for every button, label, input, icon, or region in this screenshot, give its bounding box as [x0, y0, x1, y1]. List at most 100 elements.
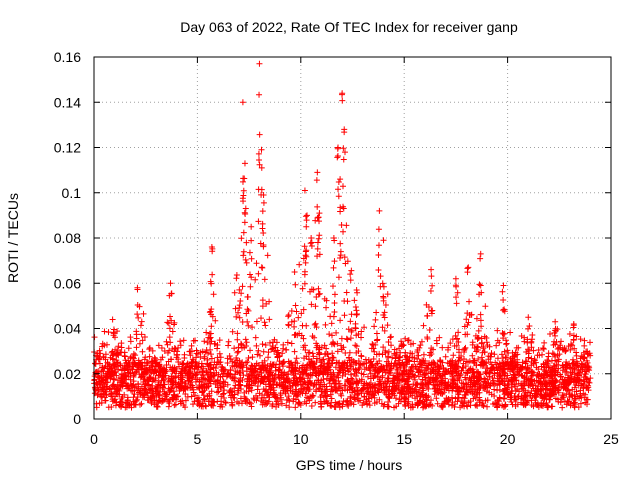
data-point	[248, 403, 255, 410]
data-point	[252, 334, 259, 341]
data-point	[376, 350, 383, 357]
data-point	[503, 354, 510, 361]
data-point	[521, 392, 528, 399]
data-point	[240, 248, 247, 255]
data-point	[412, 382, 419, 389]
data-point	[394, 374, 401, 381]
data-point	[587, 375, 594, 382]
data-point	[402, 398, 409, 405]
data-point	[327, 366, 334, 373]
data-point	[123, 376, 130, 383]
data-point	[193, 347, 200, 354]
data-point	[298, 310, 305, 317]
data-point	[313, 372, 320, 379]
data-point	[580, 390, 587, 397]
data-point	[570, 324, 577, 331]
data-point	[493, 361, 500, 368]
data-point	[115, 343, 122, 350]
data-point	[123, 360, 130, 367]
data-point	[165, 403, 172, 410]
data-point	[526, 347, 533, 354]
data-point	[188, 384, 195, 391]
data-point	[169, 328, 176, 335]
data-point	[152, 375, 159, 382]
data-point	[259, 341, 266, 348]
data-point	[415, 368, 422, 375]
data-point	[111, 376, 118, 383]
data-point	[259, 303, 266, 310]
data-point	[165, 385, 172, 392]
data-point	[133, 344, 140, 351]
data-point	[502, 403, 509, 410]
data-point	[393, 349, 400, 356]
data-point	[167, 377, 174, 384]
data-point	[500, 395, 507, 402]
y-tick-label: 0.06	[54, 275, 81, 291]
data-point	[312, 370, 319, 377]
data-point	[477, 311, 484, 318]
data-point	[491, 392, 498, 399]
data-point	[231, 391, 238, 398]
data-point	[210, 372, 217, 379]
data-point	[409, 350, 416, 357]
data-point	[494, 404, 501, 411]
data-point	[293, 355, 300, 362]
data-point	[555, 344, 562, 351]
data-point	[382, 302, 389, 309]
data-point	[255, 150, 262, 157]
data-point	[220, 390, 227, 397]
data-point	[347, 363, 354, 370]
data-point	[428, 308, 435, 315]
data-point	[196, 400, 203, 407]
data-point	[449, 370, 456, 377]
data-point	[159, 354, 166, 361]
data-point	[449, 336, 456, 343]
data-point	[214, 345, 221, 352]
data-point	[159, 397, 166, 404]
data-point	[231, 385, 238, 392]
data-point	[192, 392, 199, 399]
data-point	[440, 377, 447, 384]
data-point	[309, 333, 316, 340]
data-point	[555, 386, 562, 393]
data-point	[201, 338, 208, 345]
data-point	[255, 361, 262, 368]
data-point	[527, 382, 534, 389]
data-point	[368, 361, 375, 368]
y-tick-label: 0.04	[54, 321, 81, 337]
data-point	[232, 305, 239, 312]
data-point	[119, 370, 126, 377]
data-point	[293, 386, 300, 393]
data-point	[291, 323, 298, 330]
data-point	[259, 297, 266, 304]
data-point	[214, 389, 221, 396]
data-point	[539, 345, 546, 352]
data-point	[363, 364, 370, 371]
data-point	[190, 389, 197, 396]
data-point	[475, 356, 482, 363]
data-point	[514, 386, 521, 393]
data-point	[345, 402, 352, 409]
data-point	[266, 394, 273, 401]
data-point	[253, 260, 260, 267]
data-point	[403, 390, 410, 397]
data-point	[246, 271, 253, 278]
data-point	[338, 363, 345, 370]
data-point	[231, 377, 238, 384]
data-point	[182, 379, 189, 386]
data-point	[331, 299, 338, 306]
data-point	[487, 359, 494, 366]
y-tick-label: 0	[73, 411, 81, 427]
data-point	[461, 349, 468, 356]
data-point	[188, 342, 195, 349]
data-point	[132, 352, 139, 359]
data-point	[528, 362, 535, 369]
data-point	[243, 259, 250, 266]
data-point	[257, 379, 264, 386]
data-point	[580, 355, 587, 362]
data-point	[217, 354, 224, 361]
data-point	[270, 361, 277, 368]
data-point	[321, 360, 328, 367]
data-point	[471, 391, 478, 398]
data-point	[575, 404, 582, 411]
